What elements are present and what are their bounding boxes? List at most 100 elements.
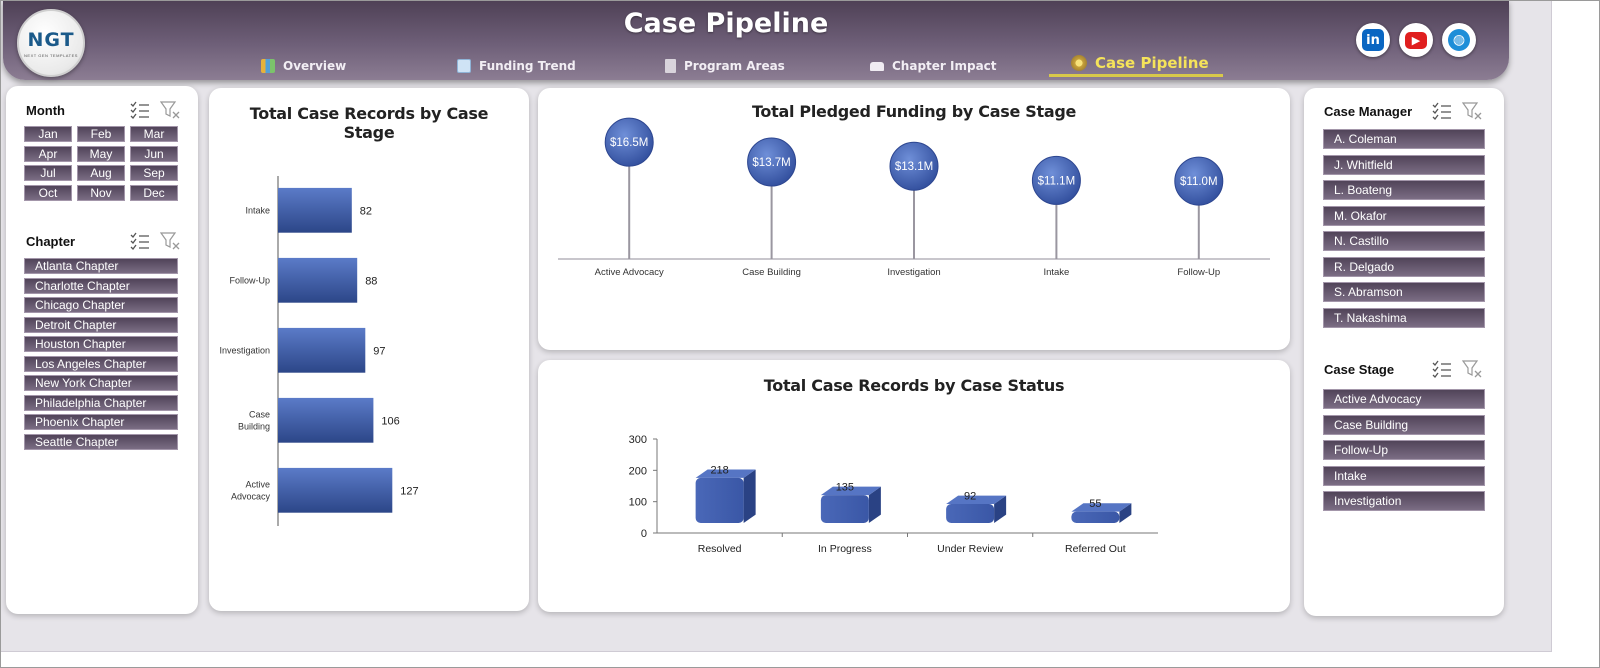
linkedin-button[interactable]: in — [1356, 23, 1390, 57]
case-manager-chip[interactable]: T. Nakashima — [1323, 307, 1485, 328]
pledged-funding-chart-panel: Total Pledged Funding by Case Stage $16.… — [538, 88, 1290, 350]
column-in-progress — [820, 486, 881, 523]
chapter-chip[interactable]: Los Angeles Chapter — [24, 355, 178, 372]
chapter-slicer-header: Chapter — [26, 231, 186, 251]
multi-select-icon[interactable] — [130, 232, 150, 250]
case-manager-chip[interactable]: M. Okafor — [1323, 205, 1485, 226]
website-button[interactable]: ◍ — [1442, 23, 1476, 57]
month-chip-may[interactable]: May — [77, 145, 125, 162]
chapter-impact-icon — [870, 61, 884, 71]
multi-select-icon[interactable] — [1432, 360, 1452, 378]
bar-follow-up — [278, 257, 358, 303]
case-stage-chip[interactable]: Investigation — [1323, 491, 1485, 511]
column-resolved — [695, 469, 756, 523]
globe-icon: ◍ — [1448, 29, 1470, 51]
chart-title: Total Case Records by Case Status — [763, 376, 1065, 395]
column-data-label: 218 — [710, 465, 728, 477]
column-data-label: 135 — [836, 482, 854, 494]
month-chip-jul[interactable]: Jul — [24, 165, 72, 181]
category-label: Resolved — [698, 543, 742, 555]
case-manager-chip[interactable]: A. Coleman — [1323, 129, 1485, 149]
month-chip-oct[interactable]: Oct — [24, 184, 72, 201]
case-stage-chip[interactable]: Intake — [1323, 465, 1485, 486]
chapter-chip[interactable]: Atlanta Chapter — [24, 258, 178, 274]
bubble-data-label: $11.1M — [1038, 175, 1076, 187]
case-manager-chip[interactable]: L. Boateng — [1323, 180, 1485, 200]
lollipop-bubble — [1174, 156, 1224, 206]
category-label: Follow-Up — [1177, 267, 1220, 278]
youtube-button[interactable]: ▶ — [1399, 23, 1433, 57]
nav-label: Case Pipeline — [1095, 53, 1209, 72]
header-banner: NGT NEXT GEN TEMPLATES Case Pipeline Ove… — [3, 0, 1509, 80]
nav-overview[interactable]: Overview — [261, 56, 346, 76]
y-tick-label: 200 — [629, 465, 647, 477]
nav-program-areas[interactable]: Program Areas — [665, 56, 785, 76]
y-tick-label: 100 — [629, 497, 647, 509]
column-referred-out — [1071, 503, 1132, 523]
category-label: Case Building — [742, 267, 801, 278]
nav-case-pipeline[interactable]: Case Pipeline — [1049, 52, 1223, 77]
chapter-chip[interactable]: New York Chapter — [24, 375, 178, 391]
chart-title: Total Pledged Funding by Case Stage — [751, 102, 1077, 121]
page-title: Case Pipeline — [623, 8, 829, 39]
category-label: Investigation — [887, 267, 940, 278]
bar-data-label: 82 — [360, 205, 372, 217]
month-chip-apr[interactable]: Apr — [24, 145, 72, 162]
chapter-chip[interactable]: Charlotte Chapter — [24, 277, 178, 294]
case-manager-chip[interactable]: R. Delgado — [1323, 256, 1485, 277]
nav-label: Overview — [283, 59, 347, 73]
case-manager-chip[interactable]: J. Whitfield — [1323, 154, 1485, 175]
category-label: Intake — [245, 205, 270, 215]
chapter-chip[interactable]: Phoenix Chapter — [24, 414, 178, 430]
case-stage-chip[interactable]: Case Building — [1323, 414, 1485, 435]
bar-case-building — [278, 397, 374, 443]
ngt-logo[interactable]: NGT NEXT GEN TEMPLATES — [17, 9, 85, 77]
clear-filter-icon[interactable] — [1462, 102, 1482, 120]
category-label: In Progress — [818, 543, 872, 555]
clear-filter-icon[interactable] — [160, 232, 180, 250]
column-under-review — [946, 495, 1007, 523]
case-stage-slicer-header: Case Stage — [1324, 359, 1484, 379]
case-stage-chip[interactable]: Follow-Up — [1323, 440, 1485, 460]
month-chip-mar[interactable]: Mar — [130, 126, 178, 142]
pledged-funding-lollipop-chart: $16.5M Active Advocacy $13.7M Case Building… — [558, 117, 1270, 278]
chapter-chip[interactable]: Houston Chapter — [24, 336, 178, 352]
lollipop-bubble — [747, 137, 797, 187]
month-chip-aug[interactable]: Aug — [77, 165, 125, 181]
lollipop-bubble — [889, 141, 939, 191]
case-manager-chip[interactable]: N. Castillo — [1323, 231, 1485, 251]
slicer-title: Case Manager — [1324, 103, 1413, 119]
case-pipeline-icon — [1071, 54, 1087, 71]
nav-funding-trend[interactable]: Funding Trend — [457, 56, 576, 76]
nav-chapter-impact[interactable]: Chapter Impact — [870, 56, 997, 76]
month-chip-jun[interactable]: Jun — [130, 145, 178, 162]
chapter-chip[interactable]: Seattle Chapter — [24, 433, 178, 450]
overview-icon — [261, 59, 275, 73]
multi-select-icon[interactable] — [1432, 102, 1452, 120]
month-chip-jan[interactable]: Jan — [24, 126, 72, 142]
left-slicer-panel: Month Jan Feb Mar Apr May Jun Jul Aug Sep Oct Nov D… — [6, 86, 198, 614]
slicer-title: Case Stage — [1324, 361, 1395, 377]
chapter-chip[interactable]: Chicago Chapter — [24, 297, 178, 313]
category-label: Building — [238, 421, 270, 431]
category-label: Investigation — [219, 345, 270, 355]
clear-filter-icon[interactable] — [160, 101, 180, 119]
bar-data-label: 127 — [400, 485, 418, 497]
multi-select-icon[interactable] — [130, 101, 150, 119]
case-stage-chip[interactable]: Active Advocacy — [1323, 389, 1485, 409]
case-manager-chip[interactable]: S. Abramson — [1323, 282, 1485, 302]
clear-filter-icon[interactable] — [1462, 360, 1482, 378]
month-chip-nov[interactable]: Nov — [77, 184, 125, 201]
chapter-chip[interactable]: Detroit Chapter — [24, 316, 178, 333]
month-chip-sep[interactable]: Sep — [130, 165, 178, 181]
nav-label: Chapter Impact — [892, 59, 997, 73]
category-label: Referred Out — [1065, 543, 1126, 555]
column-data-label: 55 — [1089, 498, 1101, 510]
category-label: Case — [249, 409, 270, 419]
youtube-icon: ▶ — [1405, 31, 1427, 49]
nav-label: Program Areas — [684, 59, 785, 73]
chapter-chip[interactable]: Philadelphia Chapter — [24, 394, 178, 411]
month-chip-feb[interactable]: Feb — [77, 126, 125, 142]
case-status-chart-panel: Total Case Records by Case Status 0 100 20… — [538, 360, 1290, 612]
month-chip-dec[interactable]: Dec — [130, 184, 178, 201]
